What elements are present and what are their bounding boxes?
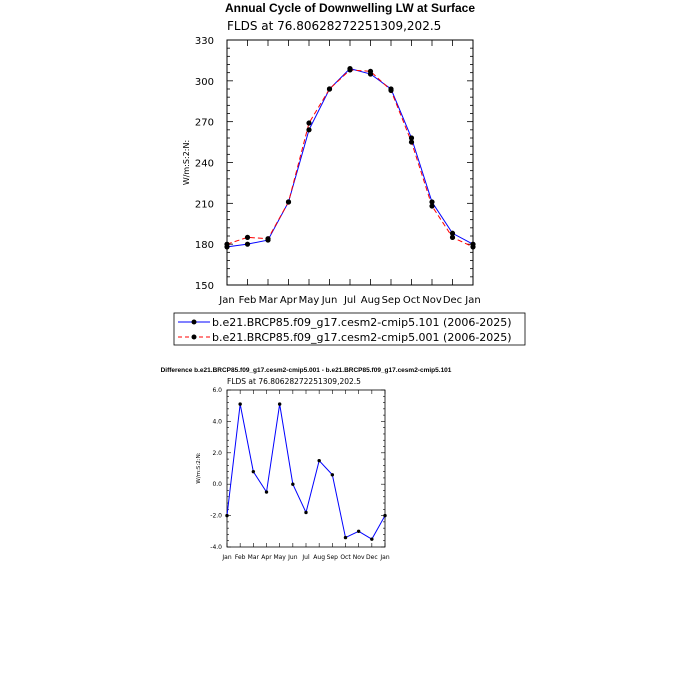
- series-1-point: [264, 490, 269, 494]
- x-tick-label: Jan: [379, 554, 389, 561]
- x-tick-label: Oct: [340, 554, 351, 561]
- main-plot-frame: [226, 39, 474, 286]
- series-1-point: [251, 469, 256, 474]
- x-tick-label: Apr: [280, 295, 298, 306]
- y-tick-label: 210: [195, 199, 214, 210]
- diff-chart: Difference b.e21.BRCP85.f09_g17.cesm2-cm…: [161, 367, 452, 561]
- main-series: [224, 65, 476, 250]
- diff-plot-frame: [226, 389, 386, 548]
- series-1-point: [343, 535, 348, 540]
- legend-marker-series-1: [191, 319, 197, 325]
- main-chart-title: Annual Cycle of Downwelling LW at Surfac…: [225, 1, 475, 15]
- y-tick-label: 150: [195, 281, 214, 292]
- x-tick-label: Mar: [259, 295, 279, 306]
- series-2-point: [285, 199, 292, 205]
- x-tick-label: Jul: [301, 554, 310, 561]
- series-1-point: [277, 402, 282, 406]
- x-tick-label: May: [299, 295, 320, 306]
- y-tick-label: 300: [195, 77, 214, 88]
- y-tick-label: 270: [195, 118, 214, 129]
- series-1-point: [429, 199, 435, 205]
- x-tick-label: Jan: [221, 554, 231, 561]
- series-2-point: [244, 234, 251, 240]
- legend-box: [173, 312, 526, 346]
- x-tick-label: Sep: [382, 295, 401, 306]
- y-tick-label: 0.0: [212, 481, 222, 488]
- x-tick-label: Jun: [287, 554, 298, 561]
- series-1-line: [226, 404, 386, 540]
- x-tick-label: Nov: [422, 295, 442, 306]
- y-tick-label: 2.0: [212, 450, 222, 457]
- series-2-point: [388, 87, 394, 93]
- x-tick-label: Jan: [464, 295, 480, 306]
- diff-chart-subtitle: FLDS at 76.80628272251309,202.5: [227, 377, 361, 386]
- main-y-axis-label: W/m:S:2:N:: [182, 140, 191, 185]
- series-1-point: [238, 402, 242, 406]
- x-tick-label: Aug: [361, 295, 381, 306]
- x-tick-label: Jun: [321, 295, 338, 306]
- x-tick-label: Feb: [239, 295, 257, 306]
- x-tick-label: Mar: [248, 554, 260, 561]
- series-2-point: [347, 67, 353, 73]
- series-2-line: [226, 69, 474, 248]
- x-tick-label: Oct: [403, 295, 420, 306]
- series-1-point: [330, 473, 335, 477]
- series-1-point: [225, 513, 229, 518]
- series-1-point: [306, 127, 312, 133]
- diff-series: [225, 402, 387, 541]
- y-tick-label: 6.0: [212, 387, 222, 394]
- series-1-point: [383, 513, 387, 518]
- series-1-point: [370, 537, 374, 541]
- series-1-point: [317, 458, 321, 463]
- legend-label-series-2: b.e21.BRCP85.f09_g17.cesm2-cmip5.001 (20…: [212, 331, 512, 344]
- legend-marker-series-2: [191, 334, 197, 340]
- x-tick-label: Feb: [235, 554, 246, 561]
- main-y-ticks: 150 180 210 240 270 300 330: [195, 36, 473, 292]
- legend: b.e21.BRCP85.f09_g17.cesm2-cmip5.101 (20…: [173, 312, 526, 346]
- x-tick-label: Nov: [353, 554, 365, 561]
- series-2-point: [429, 203, 435, 209]
- series-2-point: [306, 120, 312, 126]
- y-tick-label: 180: [195, 240, 214, 251]
- series-1-point: [408, 135, 415, 141]
- x-tick-label: Apr: [261, 554, 272, 561]
- y-tick-label: -2.0: [210, 513, 222, 520]
- series-1-point: [449, 230, 456, 236]
- y-tick-label: 240: [195, 159, 214, 170]
- y-tick-label: -4.0: [210, 544, 222, 551]
- main-x-ticks: Jan Feb Mar Apr May Jun Jul Aug Sep Oct Nov Dec Jan: [218, 40, 481, 306]
- diff-x-ticks: Jan Feb Mar Apr May Jun Jul Aug Sep Oct Nov Dec Jan: [221, 390, 390, 561]
- series-2-point: [265, 236, 271, 242]
- x-tick-label: Jul: [343, 295, 356, 306]
- main-chart-subtitle: FLDS at 76.80628272251309,202.5: [227, 19, 441, 33]
- series-1-point: [291, 482, 295, 486]
- diff-chart-title: Difference b.e21.BRCP85.f09_g17.cesm2-cm…: [161, 367, 452, 374]
- series-2-point: [224, 241, 230, 247]
- series-2-point: [449, 234, 456, 240]
- x-tick-label: Jan: [218, 295, 234, 306]
- y-tick-label: 4.0: [212, 418, 222, 425]
- x-tick-label: Aug: [313, 554, 325, 561]
- series-1-point: [356, 529, 361, 533]
- main-chart: Annual Cycle of Downwelling LW at Surfac…: [182, 1, 481, 306]
- series-1-line: [226, 68, 474, 248]
- series-2-point: [326, 86, 333, 92]
- series-2-point: [367, 68, 374, 74]
- series-2-point: [408, 139, 415, 145]
- x-tick-label: Dec: [366, 554, 378, 561]
- y-tick-label: 330: [195, 36, 214, 47]
- x-tick-label: Dec: [443, 295, 462, 306]
- legend-label-series-1: b.e21.BRCP85.f09_g17.cesm2-cmip5.101 (20…: [212, 316, 512, 329]
- x-tick-label: May: [273, 554, 286, 561]
- series-1-point: [244, 241, 251, 247]
- diff-y-ticks: -4.0 -2.0 0.0 2.0 4.0 6.0: [210, 387, 385, 551]
- series-1-point: [304, 510, 308, 515]
- series-2-point: [470, 244, 476, 250]
- x-tick-label: Sep: [327, 554, 339, 561]
- diff-y-axis-label: W/m:S:2:N:: [196, 452, 202, 483]
